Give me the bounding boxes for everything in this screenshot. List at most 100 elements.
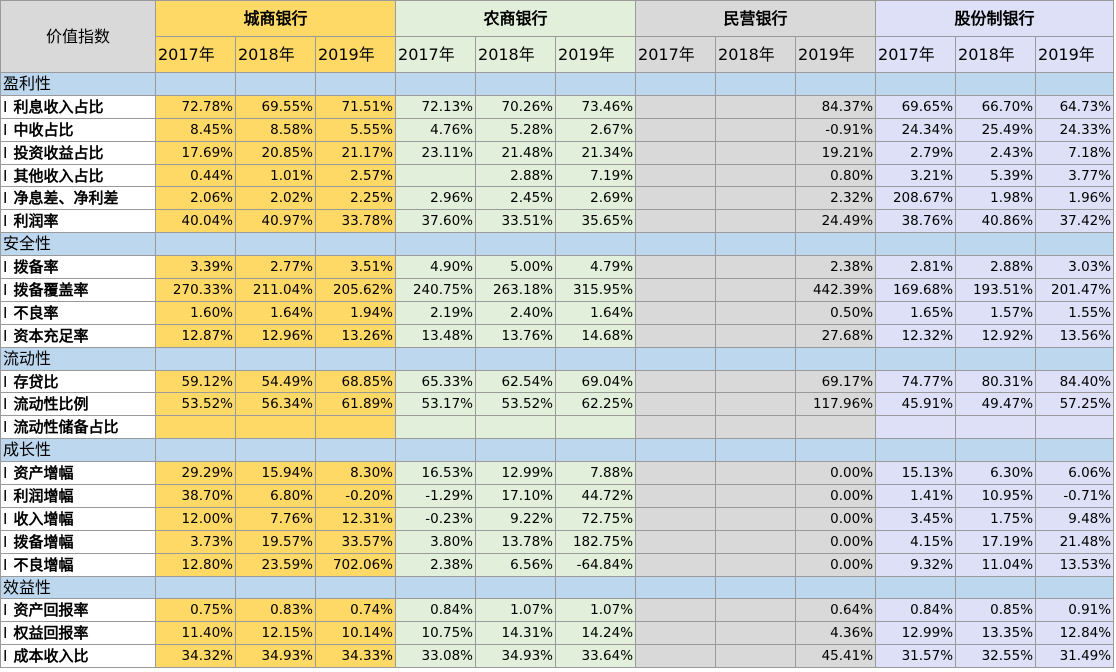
value-cell: 12.80%	[155, 552, 236, 577]
value-cell: 1.57%	[955, 300, 1037, 325]
value-cell: 15.13%	[875, 461, 957, 486]
value-cell	[235, 415, 316, 440]
section-fill-cell	[715, 438, 797, 463]
value-cell: 37.60%	[395, 209, 477, 234]
year-header: 2017年	[635, 36, 717, 73]
row-marker: I	[3, 189, 8, 208]
table-row: I 存贷比 59.12% 54.49% 68.85% 65.33% 62.54% 69.04%…	[0, 369, 1115, 394]
value-cell: 2.81%	[875, 255, 957, 280]
value-cell	[635, 186, 717, 211]
value-cell: 0.84%	[875, 598, 957, 623]
row-label: 利润增幅	[13, 486, 74, 505]
table-row: I 其他收入占比 0.44% 1.01% 2.57% 2.88% 7.19% 0.80% 3.2…	[0, 163, 1115, 188]
value-cell: 0.85%	[955, 598, 1037, 623]
section-title: 效益性	[0, 575, 156, 600]
section-fill-cell	[875, 346, 957, 371]
value-cell	[715, 278, 797, 302]
year-header: 2018年	[715, 36, 797, 73]
value-cell	[635, 140, 717, 165]
value-cell: 1.75%	[955, 506, 1037, 531]
value-cell: 12.15%	[235, 621, 316, 646]
value-cell: 3.39%	[155, 255, 236, 280]
value-cell: 208.67%	[875, 186, 957, 211]
row-marker: I	[3, 120, 8, 139]
value-cell	[715, 369, 797, 394]
row-label-cell: I 成本收入比	[0, 644, 156, 669]
section-fill-cell	[635, 232, 717, 257]
row-marker: I	[3, 258, 8, 277]
value-cell: 34.32%	[155, 644, 236, 669]
value-cell: 17.19%	[955, 529, 1037, 554]
table-row: I 利润增幅 38.70% 6.80% -0.20% -1.29% 17.10% 44.72%…	[0, 484, 1115, 508]
value-cell: 0.64%	[795, 598, 877, 623]
value-cell: 2.96%	[395, 186, 477, 211]
value-cell: 12.99%	[475, 461, 557, 486]
section-fill-cell	[155, 575, 236, 600]
value-cell	[715, 209, 797, 234]
value-cell: 12.31%	[314, 506, 397, 531]
value-cell: 0.00%	[795, 552, 877, 577]
value-cell: 2.67%	[555, 117, 637, 142]
value-cell: 1.94%	[314, 300, 397, 325]
value-cell	[635, 392, 717, 417]
row-label: 中收占比	[13, 120, 74, 139]
value-cell: -0.71%	[1035, 484, 1115, 508]
value-cell	[635, 255, 717, 280]
value-cell: -0.23%	[395, 506, 477, 531]
year-header: 2019年	[314, 36, 397, 73]
value-cell: 1.41%	[875, 484, 957, 508]
value-cell: 57.25%	[1035, 392, 1115, 417]
row-marker: I	[3, 647, 8, 666]
section-fill-cell	[635, 438, 717, 463]
section-row: 成长性	[0, 438, 1115, 463]
value-cell: 3.45%	[875, 506, 957, 531]
value-cell: 72.13%	[395, 94, 477, 119]
row-label-cell: I 资本充足率	[0, 323, 156, 348]
value-cell: 24.33%	[1035, 117, 1115, 142]
value-cell: 69.17%	[795, 369, 877, 394]
value-cell: 84.37%	[795, 94, 877, 119]
value-cell: 7.18%	[1035, 140, 1115, 165]
table-row: I 拨备增幅 3.73% 19.57% 33.57% 3.80% 13.78% 182.75%…	[0, 529, 1115, 554]
value-cell: 1.64%	[235, 300, 316, 325]
value-cell: 5.55%	[314, 117, 397, 142]
table-row: I 流动性储备占比	[0, 415, 1115, 440]
value-cell: 8.58%	[235, 117, 316, 142]
value-cell: 56.34%	[235, 392, 316, 417]
section-fill-cell	[1035, 346, 1115, 371]
value-cell	[715, 621, 797, 646]
value-cell: 1.55%	[1035, 300, 1115, 325]
value-cell: -0.91%	[795, 117, 877, 142]
value-cell: 19.57%	[235, 529, 316, 554]
value-cell: 3.73%	[155, 529, 236, 554]
value-cell	[715, 484, 797, 508]
table-row: I 资产增幅 29.29% 15.94% 8.30% 16.53% 12.99% 7.88% 0…	[0, 461, 1115, 486]
section-fill-cell	[475, 438, 557, 463]
row-label-cell: I 流动性比例	[0, 392, 156, 417]
row-label-cell: I 净息差、净利差	[0, 186, 156, 211]
value-cell: 53.17%	[395, 392, 477, 417]
value-cell	[1035, 415, 1115, 440]
row-marker: I	[3, 464, 8, 483]
value-cell: 11.04%	[955, 552, 1037, 577]
section-fill-cell	[235, 72, 316, 96]
row-label: 拨备覆盖率	[13, 280, 89, 299]
year-header: 2018年	[955, 36, 1037, 73]
value-cell: 71.51%	[314, 94, 397, 119]
year-header: 2018年	[475, 36, 557, 73]
value-cell: 21.48%	[1035, 529, 1115, 554]
section-fill-cell	[955, 72, 1037, 96]
value-cell: 31.49%	[1035, 644, 1115, 669]
value-cell: 40.97%	[235, 209, 316, 234]
value-cell	[715, 461, 797, 486]
value-cell: 13.53%	[1035, 552, 1115, 577]
value-cell: 13.35%	[955, 621, 1037, 646]
value-cell: 702.06%	[314, 552, 397, 577]
table-row: I 资产回报率 0.75% 0.83% 0.74% 0.84% 1.07% 1.07% 0.64…	[0, 598, 1115, 623]
value-cell: 37.42%	[1035, 209, 1115, 234]
row-label-cell: I 中收占比	[0, 117, 156, 142]
value-cell	[635, 163, 717, 188]
value-cell: 4.76%	[395, 117, 477, 142]
value-cell: 10.75%	[395, 621, 477, 646]
section-fill-cell	[475, 346, 557, 371]
